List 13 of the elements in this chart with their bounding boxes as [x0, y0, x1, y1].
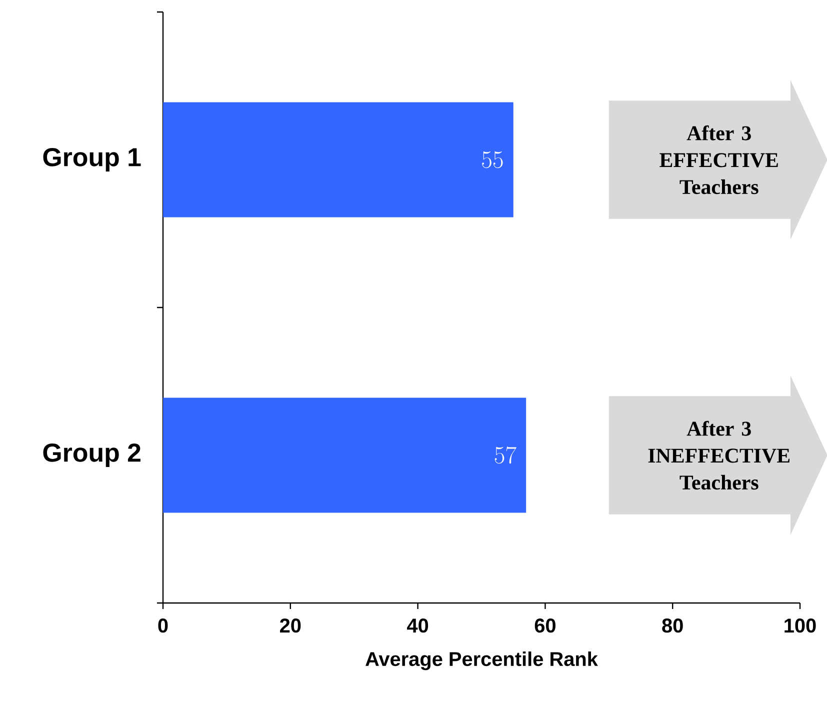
x-tick-label: 60 — [534, 618, 556, 633]
annotation: After 3 INEFFECTIVE Teachers — [648, 420, 790, 490]
y-tick-label: Group 2 — [43, 444, 140, 467]
x-axis-title: Average Percentile Rank — [366, 651, 598, 670]
x-tick-label: 20 — [280, 618, 301, 633]
annotation: After 3 EFFECTIVE Teachers — [660, 125, 778, 194]
data-label: 55 — [482, 151, 503, 168]
data-label: 57 — [494, 446, 516, 464]
x-tick-label: 40 — [407, 618, 428, 633]
y-tick-label: Group 1 — [43, 148, 141, 172]
x-tick-label: 0 — [158, 618, 168, 633]
x-tick-label: 100 — [784, 618, 816, 633]
x-tick-label: 80 — [662, 618, 683, 633]
